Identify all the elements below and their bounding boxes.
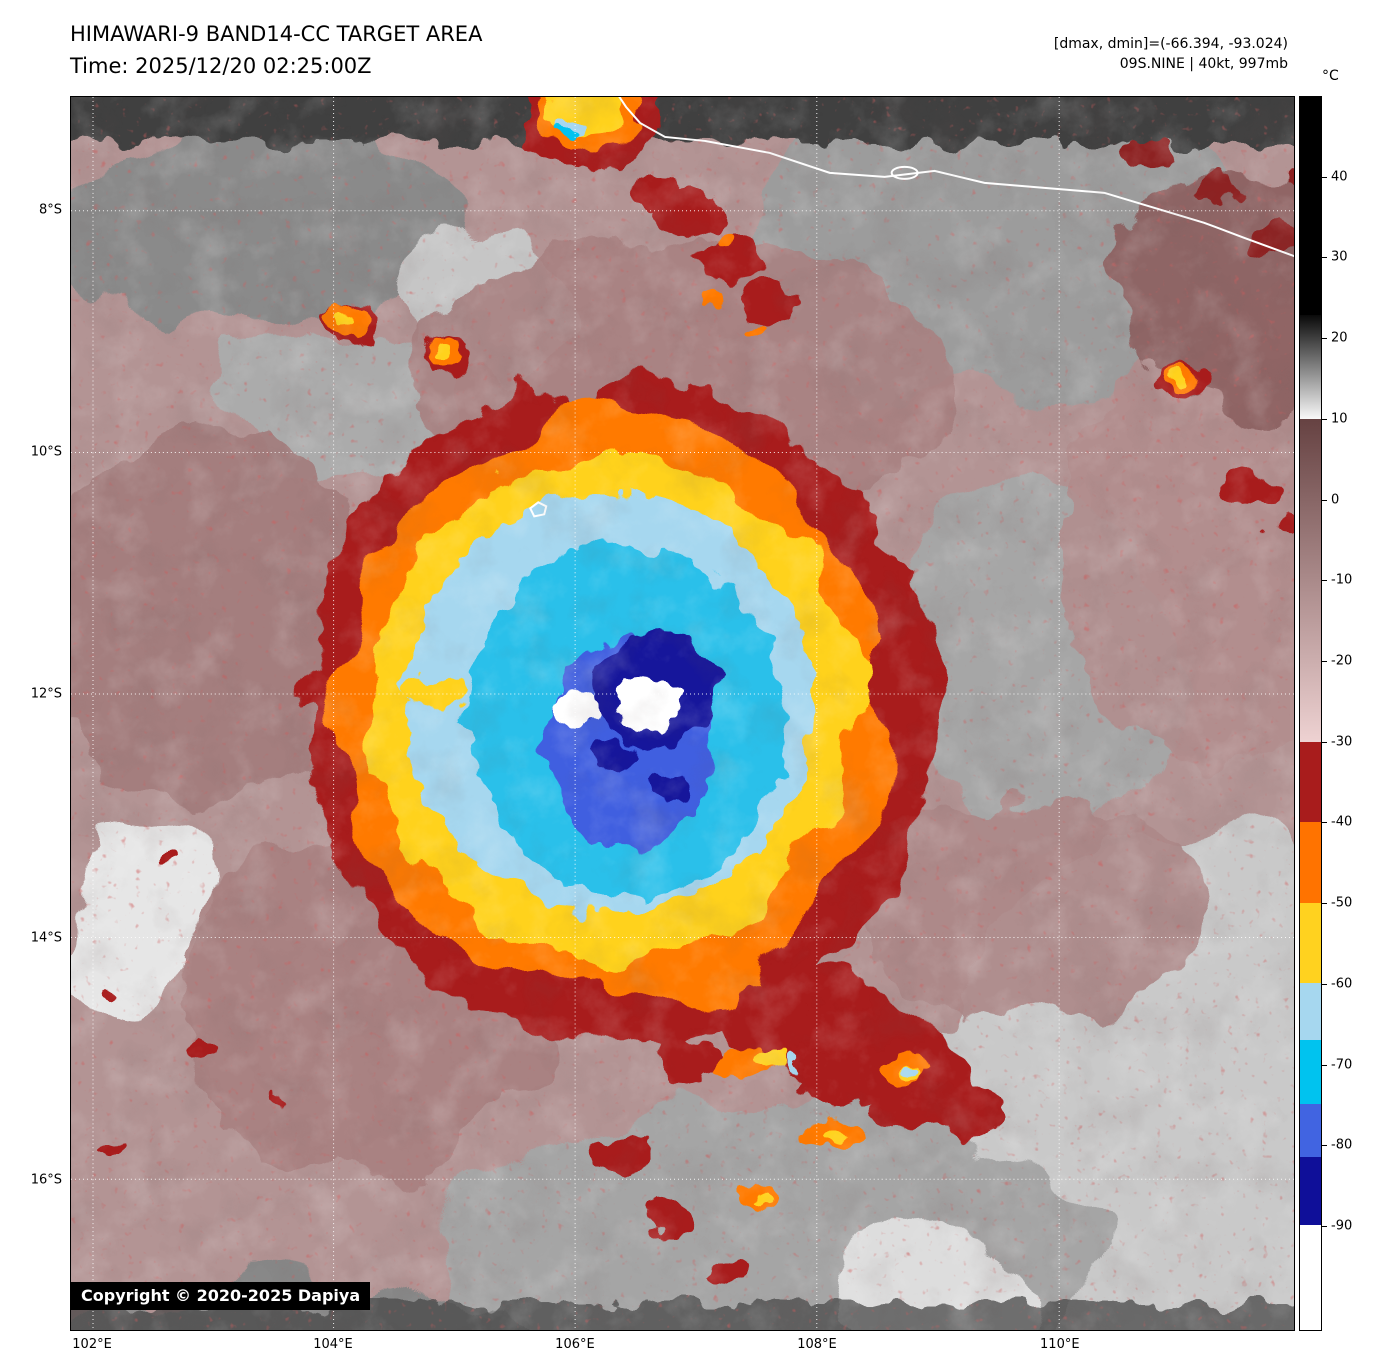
y-axis-tick-label: 10°S bbox=[30, 444, 62, 460]
colorbar-tick-mark bbox=[1322, 499, 1327, 501]
colorbar-tick-mark bbox=[1322, 983, 1327, 985]
colorbar-tick-label: 20 bbox=[1331, 330, 1348, 346]
colorbar-tick-mark bbox=[1322, 176, 1327, 178]
colorbar-tick-label: -80 bbox=[1331, 1137, 1353, 1153]
colorbar-tick-mark bbox=[1322, 1226, 1327, 1228]
colorbar-segment bbox=[1300, 1104, 1321, 1158]
colorbar-tick-mark bbox=[1322, 1064, 1327, 1066]
colorbar-segment bbox=[1300, 902, 1321, 985]
storm-id-readout: 09S.NINE | 40kt, 997mb bbox=[1119, 56, 1288, 72]
colorbar-segment bbox=[1300, 1039, 1321, 1105]
colorbar-tick-label: -90 bbox=[1331, 1218, 1353, 1234]
x-axis-tick-label: 104°E bbox=[313, 1337, 353, 1352]
texture-dark-layer bbox=[71, 97, 1294, 1330]
colorbar-tick-label: -20 bbox=[1331, 653, 1353, 669]
colorbar-tick-label: 30 bbox=[1331, 249, 1348, 265]
colorbar-segment bbox=[1300, 1156, 1321, 1226]
colorbar-segment bbox=[1300, 983, 1321, 1041]
x-axis-tick-label: 108°E bbox=[797, 1337, 837, 1352]
colorbar-tick-label: -50 bbox=[1331, 895, 1353, 911]
colorbar-segment bbox=[1300, 1225, 1321, 1330]
colorbar-tick-mark bbox=[1322, 903, 1327, 905]
colorbar-tick-mark bbox=[1322, 338, 1327, 340]
y-axis-tick-label: 16°S bbox=[30, 1172, 62, 1188]
colorbar-tick-label: 10 bbox=[1331, 411, 1348, 427]
colorbar-segment bbox=[1300, 314, 1321, 420]
colorbar-tick-label: -70 bbox=[1331, 1057, 1353, 1073]
colorbar-tick-mark bbox=[1322, 741, 1327, 743]
colorbar-segment bbox=[1300, 97, 1321, 316]
colorbar bbox=[1299, 96, 1322, 1331]
colorbar-tick-label: -10 bbox=[1331, 572, 1353, 588]
x-axis-tick-label: 106°E bbox=[555, 1337, 595, 1352]
map-area: Copyright © 2020-2025 Dapiya bbox=[70, 96, 1295, 1331]
colorbar-tick-mark bbox=[1322, 580, 1327, 582]
copyright-label: Copyright © 2020-2025 Dapiya bbox=[71, 1282, 371, 1310]
x-axis-tick-label: 110°E bbox=[1040, 1337, 1080, 1352]
colorbar-segment bbox=[1300, 419, 1321, 743]
colorbar-tick-label: -40 bbox=[1331, 814, 1353, 830]
colorbar-unit-label: °C bbox=[1322, 68, 1339, 84]
colorbar-tick-label: 40 bbox=[1331, 169, 1348, 185]
satellite-image bbox=[71, 97, 1294, 1330]
page-title: HIMAWARI-9 BAND14-CC TARGET AREA bbox=[70, 22, 483, 46]
colorbar-tick-mark bbox=[1322, 822, 1327, 824]
colorbar-tick-mark bbox=[1322, 1145, 1327, 1147]
colorbar-segment bbox=[1300, 741, 1321, 823]
colorbar-tick-label: -60 bbox=[1331, 976, 1353, 992]
gridlines bbox=[71, 97, 1294, 1330]
colorbar-tick-mark bbox=[1322, 661, 1327, 663]
x-axis-tick-label: 102°E bbox=[72, 1337, 112, 1352]
colorbar-tick-mark bbox=[1322, 257, 1327, 259]
timestamp-label: Time: 2025/12/20 02:25:00Z bbox=[70, 54, 372, 78]
colorbar-tick-label: -30 bbox=[1331, 734, 1353, 750]
dmax-dmin-readout: [dmax, dmin]=(-66.394, -93.024) bbox=[1053, 36, 1288, 52]
y-axis-tick-label: 12°S bbox=[30, 686, 62, 702]
y-axis-tick-label: 14°S bbox=[30, 930, 62, 946]
colorbar-tick-mark bbox=[1322, 418, 1327, 420]
colorbar-segment bbox=[1300, 822, 1321, 904]
colorbar-tick-label: 0 bbox=[1331, 492, 1340, 508]
y-axis-tick-label: 8°S bbox=[38, 202, 62, 218]
